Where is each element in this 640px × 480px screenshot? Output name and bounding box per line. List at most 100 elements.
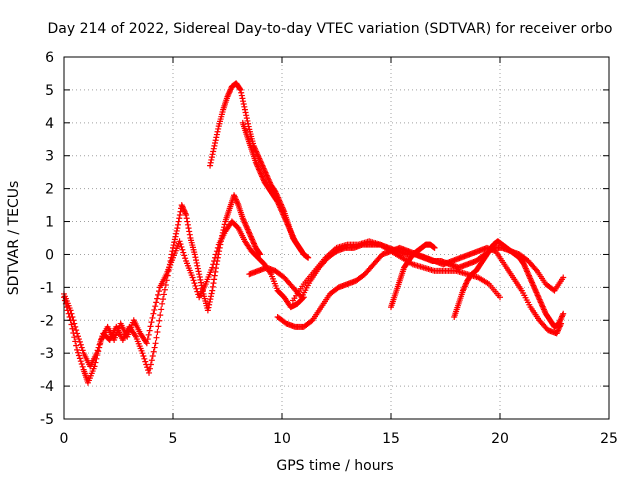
data-point	[67, 307, 74, 314]
data-point	[93, 350, 100, 357]
data-point-interp	[171, 239, 178, 246]
data-point-interp	[70, 317, 77, 324]
y-tick-label: -2	[40, 313, 54, 329]
data-point	[150, 310, 157, 317]
data-point-interp	[212, 140, 219, 147]
x-tick-label: 25	[600, 431, 618, 447]
data-point-interp	[214, 258, 221, 265]
data-point-interp	[169, 248, 176, 255]
data-point	[146, 369, 153, 376]
data-point-interp	[236, 85, 243, 92]
data-point-interp	[148, 319, 155, 326]
data-point-interp	[193, 257, 200, 264]
data-point-interp	[215, 251, 222, 258]
data-point-interp	[207, 296, 214, 303]
y-axis-label: SDTVAR / TECUs	[6, 181, 22, 296]
y-tick-label: 2	[45, 182, 54, 198]
data-point	[74, 330, 81, 337]
data-point-interp	[153, 299, 160, 306]
data-point-interp	[216, 248, 223, 255]
data-point-interp	[240, 101, 247, 108]
data-point-interp	[147, 361, 154, 368]
data-point-interp	[75, 333, 82, 340]
data-point-interp	[182, 255, 189, 262]
data-point-interp	[73, 327, 80, 334]
data-point-interp	[140, 353, 147, 360]
data-point	[189, 274, 196, 281]
x-tick-label: 15	[382, 431, 400, 447]
data-point-interp	[146, 365, 153, 372]
data-point-interp	[212, 265, 219, 272]
data-point-interp	[216, 244, 223, 251]
data-point-interp	[73, 342, 80, 349]
data-point-interp	[196, 274, 203, 281]
data-point-interp	[213, 131, 220, 138]
data-point	[257, 251, 264, 258]
data-point-interp	[170, 242, 177, 249]
data-point-interp	[69, 313, 76, 320]
data-point	[207, 162, 214, 169]
data-point-interp	[141, 355, 148, 362]
data-point-interp	[75, 352, 82, 359]
data-point-interp	[173, 227, 180, 234]
data-point-interp	[242, 109, 249, 116]
data-point	[74, 346, 81, 353]
data-point-interp	[147, 323, 154, 330]
plot-frame	[63, 56, 610, 420]
data-point-interp	[168, 254, 175, 261]
data-point-interp	[155, 323, 162, 330]
data-point-interp	[244, 117, 251, 124]
data-point-interp	[145, 331, 152, 338]
y-tick-label: 1	[45, 215, 54, 231]
data-point-interp	[97, 338, 104, 345]
data-point-interp	[211, 272, 218, 279]
data-point-interp	[185, 225, 192, 232]
data-point	[237, 86, 244, 93]
data-point-interp	[219, 229, 226, 236]
data-point-interp	[195, 268, 202, 275]
data-point-interp	[173, 230, 180, 237]
data-point-interp	[208, 156, 215, 163]
data-point-interp	[208, 154, 215, 161]
data-point-interp	[238, 89, 245, 96]
data-point	[176, 238, 183, 245]
data-point-interp	[96, 341, 103, 348]
data-point-interp	[210, 280, 217, 287]
data-point-interp	[79, 363, 86, 370]
data-point-interp	[245, 120, 252, 127]
y-tick-label: 5	[45, 83, 54, 99]
data-point-interp	[217, 241, 224, 248]
data-point-interp	[218, 235, 225, 242]
series-track-4	[239, 119, 312, 261]
data-point-interp	[213, 134, 220, 141]
data-point	[183, 211, 190, 218]
data-point-interp	[241, 103, 248, 110]
data-point-interp	[206, 301, 213, 308]
y-tick-label: 6	[45, 50, 54, 66]
data-point-interp	[144, 336, 151, 343]
data-point-interp	[240, 98, 247, 105]
data-point	[241, 106, 248, 113]
y-tick-label: -3	[40, 346, 54, 362]
data-point-interp	[156, 317, 163, 324]
data-point	[196, 271, 203, 278]
data-point-interp	[77, 358, 84, 365]
data-point-interp	[150, 348, 157, 355]
data-point-interp	[151, 344, 158, 351]
data-point-interp	[184, 221, 191, 228]
data-point-interp	[221, 221, 228, 228]
data-point-interp	[94, 347, 101, 354]
data-point	[217, 238, 224, 245]
data-point	[191, 251, 198, 258]
data-point-interp	[256, 250, 263, 257]
y-tick-label: 0	[45, 247, 54, 263]
y-tick-label: -5	[40, 412, 54, 428]
axis-ticks: 0 5 10 15 20 25 -5 -4 -3 -2 -1 0 1 2 3 4 5 6	[40, 50, 618, 447]
data-point-interp	[212, 268, 219, 275]
data-point-interp	[154, 329, 161, 336]
data-point-interp	[184, 218, 191, 225]
data-point-interp	[157, 312, 164, 319]
y-tick-label: 3	[45, 149, 54, 165]
